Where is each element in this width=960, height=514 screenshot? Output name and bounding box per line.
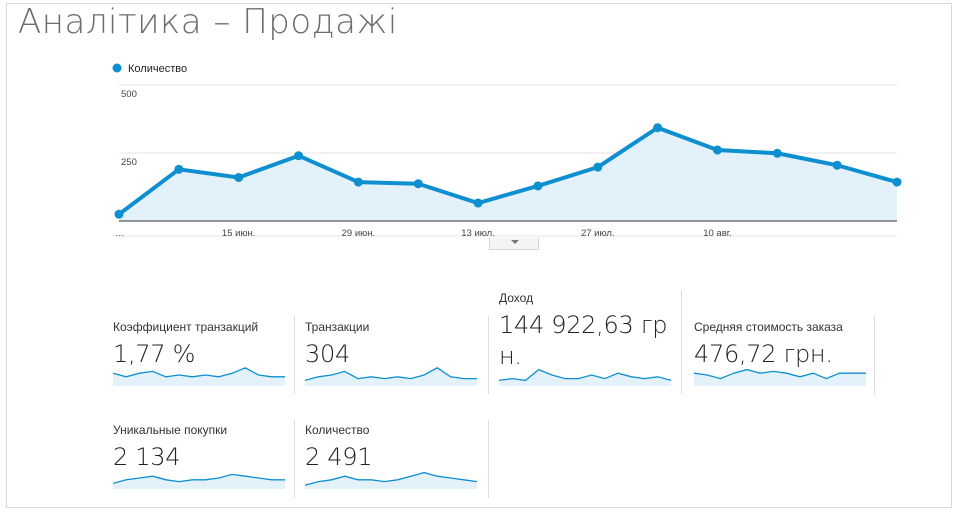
metric-label: Транзакции — [305, 320, 370, 334]
data-point — [832, 160, 842, 170]
data-point — [593, 162, 603, 172]
x-tick-label: 27 июл. — [581, 228, 615, 239]
metric-divider — [681, 290, 682, 394]
metric-transaction-rate: Коэффициент транзакций 1,77 % — [113, 318, 288, 388]
metric-quantity: Количество 2 491 — [305, 421, 480, 491]
y-tick-label: 500 — [121, 89, 137, 100]
metric-revenue: Доход 144 922,63 гр н. — [499, 291, 677, 387]
metric-sparkline — [305, 367, 477, 386]
y-tick-label: 250 — [121, 157, 137, 168]
metric-label: Количество — [305, 423, 370, 437]
sparkline-line — [305, 367, 477, 382]
data-point — [413, 179, 423, 189]
sparkline-area — [113, 474, 285, 489]
x-tick-label: 10 авг. — [703, 228, 731, 239]
sparkline-area — [305, 367, 477, 386]
data-point — [234, 172, 244, 182]
legend-label: Количество — [128, 63, 187, 75]
metric-value: 1,77 % — [113, 340, 196, 368]
metric-transactions: Транзакции 304 — [305, 318, 480, 388]
metric-value: 2 491 — [305, 443, 373, 471]
data-point — [533, 181, 543, 191]
metric-unique-purchases: Уникальные покупки 2 134 — [113, 421, 288, 491]
chart-expand-handle[interactable] — [489, 238, 539, 250]
x-tick-label: 29 июн. — [342, 228, 376, 239]
metric-divider — [874, 316, 875, 394]
data-point — [892, 177, 902, 187]
x-tick-label: 15 июн. — [222, 228, 256, 239]
metric-divider — [294, 316, 295, 394]
chevron-down-icon — [511, 240, 519, 244]
sparkline-area — [694, 369, 866, 386]
metric-avg-order-value: Средняя стоимость заказа 476,72 грн. — [694, 318, 869, 388]
page-title: Аналітика – Продажі — [18, 2, 398, 42]
series-area — [119, 127, 897, 221]
metric-label: Доход — [499, 291, 534, 305]
metric-value: 144 922,63 гр н. — [499, 311, 668, 370]
data-point — [353, 177, 363, 187]
legend-swatch — [112, 63, 122, 73]
metric-value: 476,72 грн. — [694, 340, 833, 368]
metric-sparkline — [305, 471, 477, 489]
metric-label: Уникальные покупки — [113, 423, 228, 437]
data-point — [653, 123, 663, 133]
metric-value: 304 — [305, 340, 350, 368]
data-point — [712, 145, 722, 155]
metric-divider — [294, 420, 295, 498]
sparkline-area — [113, 367, 285, 386]
metric-label: Средняя стоимость заказа — [694, 320, 843, 334]
x-tick-label: 13 июл. — [461, 228, 495, 239]
data-point — [114, 209, 124, 219]
data-point — [294, 151, 304, 161]
data-point — [772, 148, 782, 158]
metric-sparkline — [499, 368, 671, 386]
sparkline-line — [113, 473, 285, 485]
metric-sparkline — [113, 367, 285, 386]
main-line-chart: Количество 500 250 … 15 июн. 29 июн. 13 июл. 27… — [112, 63, 902, 239]
sparkline-line — [305, 471, 477, 486]
metric-divider — [488, 316, 489, 394]
metric-label: Коэффициент транзакций — [113, 320, 259, 334]
sparkline-line — [113, 367, 285, 378]
sparkline-line — [694, 368, 866, 380]
sparkline-area — [499, 369, 671, 386]
sparkline-line — [499, 368, 671, 382]
data-point — [174, 164, 184, 174]
series-line — [117, 125, 898, 216]
metric-divider — [488, 420, 489, 498]
report-frame — [6, 3, 952, 508]
x-tick-label: … — [115, 228, 125, 239]
metric-sparkline — [694, 368, 866, 386]
data-point — [473, 198, 483, 208]
metric-value: 2 134 — [113, 443, 181, 471]
metric-sparkline — [113, 473, 285, 489]
